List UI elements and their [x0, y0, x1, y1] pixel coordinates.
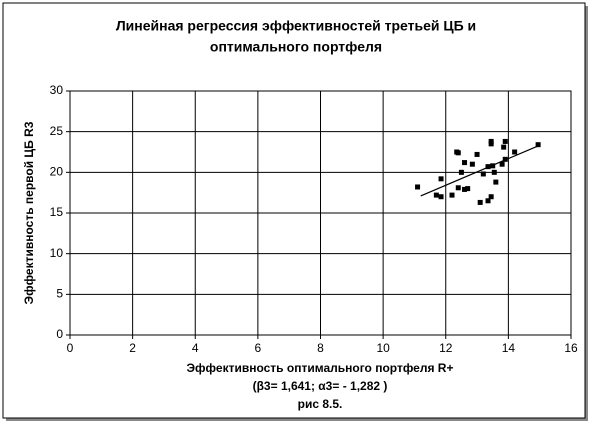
point	[455, 185, 461, 191]
x-tick-label: 4	[192, 341, 199, 355]
point	[438, 176, 444, 182]
point	[499, 161, 505, 167]
point	[462, 160, 468, 166]
point	[493, 179, 499, 185]
x-tick-label: 0	[67, 341, 74, 355]
point	[474, 151, 480, 157]
x-tick-label: 6	[255, 341, 262, 355]
point	[438, 194, 444, 200]
y-tick-label: 10	[50, 246, 64, 260]
point	[462, 186, 468, 192]
point	[433, 192, 439, 198]
y-tick-label: 15	[50, 205, 64, 219]
point	[491, 169, 497, 175]
point	[477, 199, 483, 205]
y-tick-label: 30	[50, 83, 64, 97]
x-tick-label: 8	[317, 341, 324, 355]
point	[488, 138, 494, 144]
y-tick-label: 25	[50, 124, 64, 138]
point	[512, 149, 518, 155]
y-axis-label: Эффективность первой ЦБ R3	[22, 121, 36, 304]
y-tick-label: 20	[50, 165, 64, 179]
x-tick-label: 2	[129, 341, 136, 355]
point	[415, 184, 421, 190]
x-tick-label: 16	[564, 341, 578, 355]
chart-title: Линейная регрессия эффективностей третье…	[116, 18, 476, 34]
point	[465, 186, 471, 192]
annotation: (β3= 1,641; α3= - 1,282 )	[253, 379, 388, 393]
annotation: рис 8.5.	[298, 397, 343, 411]
x-axis-label: Эффективность оптимального портфеля R+	[187, 361, 454, 375]
point	[502, 138, 508, 144]
point	[485, 198, 491, 204]
point	[469, 161, 475, 167]
point	[449, 192, 455, 198]
point	[480, 171, 486, 177]
point	[501, 144, 507, 150]
chart-title: оптимального портфеля	[210, 39, 382, 55]
x-tick-label: 14	[502, 341, 516, 355]
trendline	[420, 145, 539, 197]
x-tick-label: 12	[439, 341, 453, 355]
y-tick-label: 5	[56, 287, 63, 301]
x-tick-label: 10	[376, 341, 390, 355]
y-tick-label: 0	[56, 327, 63, 341]
point	[455, 150, 461, 156]
point	[458, 169, 464, 175]
point	[535, 142, 541, 148]
point	[488, 194, 494, 200]
